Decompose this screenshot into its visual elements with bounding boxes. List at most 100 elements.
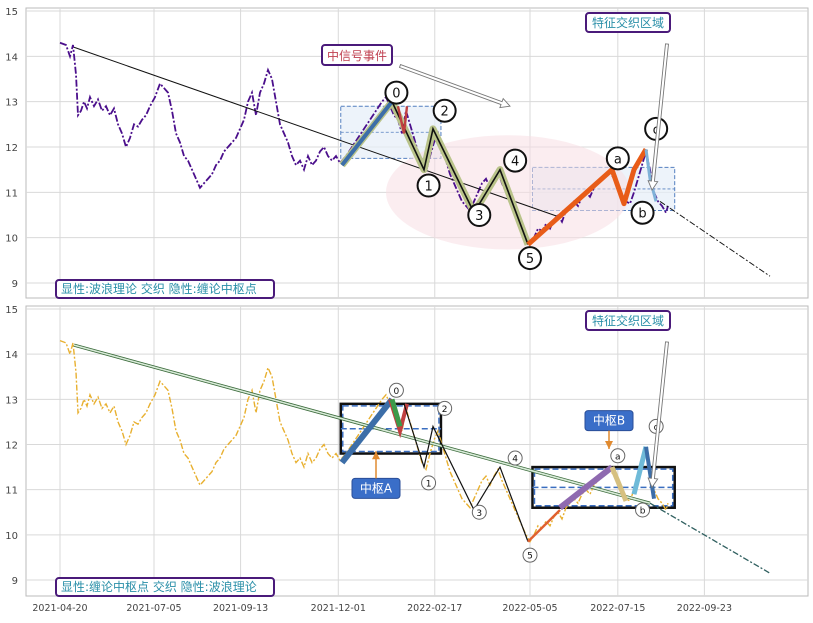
leg-up-blue — [340, 100, 394, 167]
x-tick-label: 2021-04-20 — [32, 603, 87, 614]
pivot-b-text: 中枢B — [593, 413, 625, 428]
pivot-a-up — [339, 397, 395, 465]
y-tick-label: 13 — [5, 98, 18, 109]
feature-zone-annotation: 特征交织区域 — [585, 12, 671, 192]
wave-label-circle — [522, 547, 538, 563]
wave-label-text: a — [614, 152, 622, 167]
y-tick-label: 12 — [5, 143, 18, 154]
wave-label: 3 — [467, 203, 492, 227]
y-tick-label: 14 — [5, 350, 18, 361]
pivot-a-green — [389, 398, 403, 428]
wave-label-circle — [507, 450, 523, 466]
pivot-b-annotation: 中枢B — [584, 410, 634, 450]
wave-label-text: 4 — [511, 155, 519, 170]
y-tick-label: 12 — [5, 441, 18, 452]
feature-zone-frame — [585, 12, 671, 33]
signal-event-annotation: 中信号事件 — [321, 44, 511, 109]
wave-label-circle — [384, 80, 409, 105]
pivot-b-cyan — [631, 446, 649, 495]
wave-label-circle — [503, 148, 528, 173]
x-tick-label: 2022-05-05 — [502, 603, 557, 614]
legend-text: 显性:波浪理论 交织 隐性:缠论中枢点 — [61, 281, 257, 296]
wave-label-text: 3 — [475, 209, 483, 224]
wave-label: 1 — [421, 475, 437, 491]
y-tick-label: 15 — [5, 7, 18, 18]
feature-zone-text: 特征交织区域 — [592, 15, 664, 30]
wave-label-circle — [630, 200, 655, 225]
pivot-b-blue — [644, 446, 656, 500]
wave-label-text: 5 — [527, 552, 533, 562]
wave-label-circle — [518, 246, 542, 271]
x-tick-label: 2021-12-01 — [311, 603, 366, 614]
feature-zone-text: 特征交织区域 — [592, 313, 664, 328]
wave-label-circle — [421, 475, 437, 491]
wave-label: 2 — [432, 98, 457, 123]
trend-line-inner — [73, 344, 651, 504]
feature-zone-arrow — [647, 43, 669, 192]
legend-frame — [55, 577, 275, 597]
wave-label-circle — [635, 502, 651, 518]
wave-label-text: 0 — [392, 87, 400, 102]
y-tick-label: 11 — [5, 188, 18, 199]
wave-label: 3 — [471, 504, 487, 520]
wave-label-circle — [437, 400, 453, 416]
wave-label: a — [605, 146, 630, 171]
pivot-b-gold — [609, 466, 629, 502]
y-tick-label: 14 — [5, 52, 18, 63]
feature-zone-arrow — [647, 341, 669, 489]
wave-label-text: 0 — [394, 387, 400, 397]
leg-c-blue — [644, 149, 658, 202]
signal-event-arrow — [398, 64, 511, 109]
wave-label: a — [610, 448, 626, 464]
wave-label-circle — [471, 504, 487, 520]
pivot-b-purple — [558, 464, 614, 511]
x-tick-label: 2022-09-23 — [677, 603, 732, 614]
legend-frame — [55, 279, 275, 299]
x-tick-label: 2021-09-13 — [213, 603, 268, 614]
y-tick-label: 13 — [5, 395, 18, 406]
pivot-a-arrow — [372, 451, 380, 479]
wave-label-text: 3 — [476, 509, 482, 519]
wave-label: 5 — [522, 547, 538, 563]
wave-label-text: a — [615, 452, 621, 462]
wave-label: 4 — [503, 148, 528, 173]
trend-extension — [649, 502, 771, 574]
wave-label: 0 — [384, 80, 409, 105]
wave-label-circle — [467, 203, 492, 227]
wave-label-text: b — [638, 207, 646, 222]
wave-label: b — [630, 200, 655, 225]
leg-red — [396, 105, 409, 134]
pivot-a-text: 中枢A — [360, 480, 393, 495]
wave-label: 1 — [416, 173, 441, 198]
pivot-b-arrow-head — [605, 441, 613, 450]
wave-label-text: 4 — [512, 455, 518, 465]
x-tick-label: 2022-02-17 — [407, 603, 462, 614]
pivot-a-arrow-head — [372, 451, 380, 460]
wave-label: 4 — [507, 450, 523, 466]
wave-label-circle — [610, 448, 626, 464]
wave-label-text: 2 — [442, 405, 448, 415]
wave-label-text: b — [640, 506, 646, 516]
wave-label: 2 — [437, 400, 453, 416]
wave-label-text: 1 — [426, 479, 432, 489]
wave-label-circle — [388, 382, 404, 398]
y-tick-label: 10 — [5, 531, 18, 542]
trend-extension — [659, 200, 771, 277]
feature-zone-annotation: 特征交织区域 — [585, 310, 671, 489]
trend-line — [73, 46, 561, 218]
legend-text: 显性:缠论中枢点 交织 隐性:波浪理论 — [61, 579, 257, 594]
wave-label: 5 — [518, 246, 542, 271]
price-series — [59, 41, 669, 247]
wave-label-circle — [605, 146, 630, 171]
y-tick-label: 10 — [5, 234, 18, 245]
pivot-a-annotation: 中枢A — [351, 451, 401, 499]
pivot-b-start — [527, 509, 561, 543]
legend-box: 显性:缠论中枢点 交织 隐性:波浪理论 — [55, 577, 275, 597]
wave-label-text: 5 — [526, 252, 534, 267]
y-tick-label: 15 — [5, 305, 18, 316]
wave-label-circle — [416, 173, 441, 198]
